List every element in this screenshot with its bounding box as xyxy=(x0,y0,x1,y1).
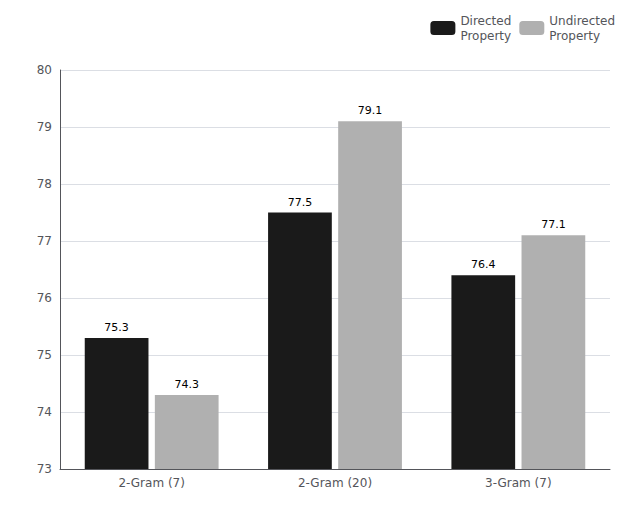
svg-text:75: 75 xyxy=(37,348,52,362)
svg-text:Property: Property xyxy=(549,29,600,43)
svg-text:75.3: 75.3 xyxy=(104,321,129,334)
svg-text:77.5: 77.5 xyxy=(288,196,313,209)
svg-text:Directed: Directed xyxy=(460,14,511,28)
svg-text:2-Gram (20): 2-Gram (20) xyxy=(298,476,372,490)
svg-text:74.3: 74.3 xyxy=(174,378,199,391)
svg-text:77: 77 xyxy=(37,234,52,248)
svg-text:78: 78 xyxy=(37,177,52,191)
svg-text:76: 76 xyxy=(37,291,52,305)
svg-text:73: 73 xyxy=(37,462,52,476)
svg-text:Property: Property xyxy=(460,29,511,43)
svg-text:77.1: 77.1 xyxy=(541,218,566,231)
svg-text:2-Gram (7): 2-Gram (7) xyxy=(118,476,185,490)
svg-text:80: 80 xyxy=(37,63,52,77)
svg-text:Undirected: Undirected xyxy=(549,14,615,28)
svg-text:76.4: 76.4 xyxy=(471,258,496,271)
svg-text:79: 79 xyxy=(37,120,52,134)
svg-text:74: 74 xyxy=(37,405,52,419)
svg-text:3-Gram (7): 3-Gram (7) xyxy=(485,476,552,490)
svg-text:79.1: 79.1 xyxy=(358,104,383,117)
